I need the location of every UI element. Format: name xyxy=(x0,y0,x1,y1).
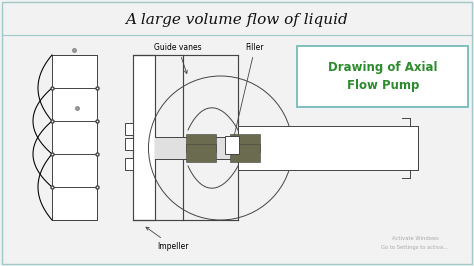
Bar xyxy=(133,55,155,220)
Bar xyxy=(186,134,216,152)
Bar xyxy=(230,144,260,162)
Bar xyxy=(155,137,415,159)
Text: Drawing of Axial
Flow Pump: Drawing of Axial Flow Pump xyxy=(328,60,438,92)
Text: Go to Settings to activa...: Go to Settings to activa... xyxy=(382,244,448,250)
Bar xyxy=(186,144,216,162)
Text: Filler: Filler xyxy=(232,43,264,142)
FancyBboxPatch shape xyxy=(298,45,468,106)
Bar xyxy=(230,134,260,152)
Text: Guide vanes: Guide vanes xyxy=(154,43,202,73)
Bar xyxy=(125,123,133,135)
Bar xyxy=(225,136,239,154)
Bar xyxy=(238,126,418,170)
Bar xyxy=(52,55,97,220)
Bar xyxy=(125,138,133,150)
Bar xyxy=(125,158,133,170)
Text: Activate Windows: Activate Windows xyxy=(392,235,438,240)
Text: Impeller: Impeller xyxy=(146,227,189,251)
Text: A large volume flow of liquid: A large volume flow of liquid xyxy=(126,13,348,27)
